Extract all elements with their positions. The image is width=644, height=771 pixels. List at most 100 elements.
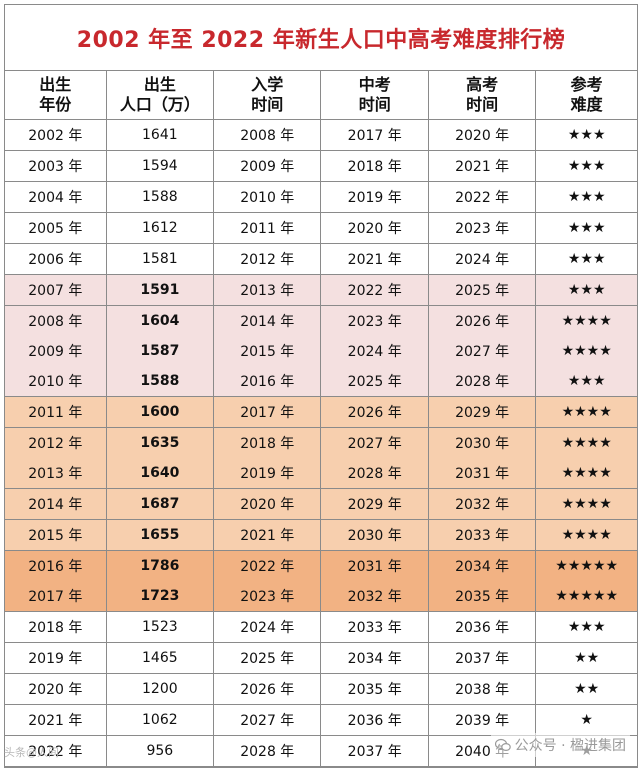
table-row: 2017 年 1723 2023 年 2032 年 2035 年 ★★★★★ [5,581,637,612]
difficulty-cell: ★★★★ [535,336,637,366]
zhongkao-year-cell: 2031 年 [320,550,429,581]
gaokao-year-cell: 2031 年 [428,458,537,489]
birth-year-cell: 2008 年 [5,305,107,336]
entry-year-cell: 2022 年 [213,550,322,581]
zhongkao-year-cell: 2035 年 [320,673,429,705]
entry-year-cell: 2024 年 [213,611,322,643]
difficulty-cell: ★★★★ [535,488,637,520]
zhongkao-year-cell: 2030 年 [320,519,429,551]
birth-year-cell: 2007 年 [5,274,107,306]
gaokao-year-cell: 2038 年 [428,673,537,705]
birth-year-cell: 2014 年 [5,488,107,520]
births-cell: 1604 [106,305,215,336]
zhongkao-year-cell: 2037 年 [320,735,429,767]
gaokao-year-cell: 2039 年 [428,704,537,736]
table-row: 2012 年 1635 2018 年 2027 年 2030 年 ★★★★ [5,427,637,458]
gaokao-year-cell: 2033 年 [428,519,537,551]
birth-year-cell: 2004 年 [5,181,107,213]
difficulty-cell: ★★★★ [535,427,637,458]
entry-year-cell: 2021 年 [213,519,322,551]
gaokao-year-cell: 2029 年 [428,396,537,428]
table-row: 2003 年 1594 2009 年 2018 年 2021 年 ★★★ [5,150,637,182]
table-row: 2002 年 1641 2008 年 2017 年 2020 年 ★★★ [5,119,637,151]
gaokao-year-cell: 2025 年 [428,274,537,306]
births-cell: 1587 [106,336,215,366]
gaokao-year-cell: 2032 年 [428,488,537,520]
difficulty-cell: ★★★★ [535,305,637,336]
zhongkao-year-cell: 2017 年 [320,119,429,151]
difficulty-cell: ★★★★★ [535,581,637,612]
gaokao-year-cell: 2023 年 [428,212,537,244]
birth-year-cell: 2016 年 [5,550,107,581]
birth-year-cell: 2002 年 [5,119,107,151]
gaokao-year-cell: 2022 年 [428,181,537,213]
births-cell: 1600 [106,396,215,428]
entry-year-cell: 2018 年 [213,427,322,458]
header-difficulty: 参考 难度 [535,71,637,120]
header-birth-year: 出生 年份 [5,71,107,120]
entry-year-cell: 2008 年 [213,119,322,151]
birth-year-cell: 2012 年 [5,427,107,458]
birth-year-cell: 2006 年 [5,243,107,275]
watermark-right: 公众号 · 楹进集团 [490,733,630,757]
difficulty-cell: ★★ [535,642,637,674]
ranking-table-frame: 2002 年至 2022 年新生人口中高考难度排行榜 出生 年份 出生 人口（万） … [4,4,638,768]
births-cell: 1641 [106,119,215,151]
table-row: 2008 年 1604 2014 年 2023 年 2026 年 ★★★★ [5,305,637,336]
watermark-right-text: 公众号 · 楹进集团 [514,738,626,754]
births-cell: 1655 [106,519,215,551]
births-cell: 1640 [106,458,215,489]
gaokao-year-cell: 2027 年 [428,336,537,366]
wechat-icon [494,738,511,752]
gaokao-year-cell: 2035 年 [428,581,537,612]
zhongkao-year-cell: 2019 年 [320,181,429,213]
birth-year-cell: 2009 年 [5,336,107,366]
table-row: 2019 年 1465 2025 年 2034 年 2037 年 ★★ [5,642,637,674]
zhongkao-year-cell: 2022 年 [320,274,429,306]
zhongkao-year-cell: 2025 年 [320,366,429,397]
zhongkao-year-cell: 2029 年 [320,488,429,520]
header-row: 出生 年份 出生 人口（万） 入学 时间 中考 时间 高考 时间 参考 难度 [5,71,637,120]
difficulty-cell: ★★★ [535,212,637,244]
birth-year-cell: 2017 年 [5,581,107,612]
header-zhongkao: 中考 时间 [320,71,429,120]
zhongkao-year-cell: 2032 年 [320,581,429,612]
entry-year-cell: 2011 年 [213,212,322,244]
entry-year-cell: 2019 年 [213,458,322,489]
table-row: 2018 年 1523 2024 年 2033 年 2036 年 ★★★ [5,611,637,643]
table-row: 2004 年 1588 2010 年 2019 年 2022 年 ★★★ [5,181,637,213]
table-row: 2011 年 1600 2017 年 2026 年 2029 年 ★★★★ [5,396,637,428]
header-gaokao: 高考 时间 [428,71,537,120]
zhongkao-year-cell: 2021 年 [320,243,429,275]
zhongkao-year-cell: 2033 年 [320,611,429,643]
births-cell: 1612 [106,212,215,244]
entry-year-cell: 2015 年 [213,336,322,366]
table-row: 2014 年 1687 2020 年 2029 年 2032 年 ★★★★ [5,488,637,520]
zhongkao-year-cell: 2026 年 [320,396,429,428]
births-cell: 1594 [106,150,215,182]
births-cell: 1687 [106,488,215,520]
difficulty-cell: ★★★★ [535,458,637,489]
zhongkao-year-cell: 2023 年 [320,305,429,336]
table-row: 2009 年 1587 2015 年 2024 年 2027 年 ★★★★ [5,336,637,366]
entry-year-cell: 2027 年 [213,704,322,736]
entry-year-cell: 2012 年 [213,243,322,275]
births-cell: 1465 [106,642,215,674]
birth-year-cell: 2013 年 [5,458,107,489]
zhongkao-year-cell: 2028 年 [320,458,429,489]
entry-year-cell: 2009 年 [213,150,322,182]
entry-year-cell: 2013 年 [213,274,322,306]
births-cell: 1635 [106,427,215,458]
birth-year-cell: 2020 年 [5,673,107,705]
table-row: 2007 年 1591 2013 年 2022 年 2025 年 ★★★ [5,274,637,306]
births-cell: 1786 [106,550,215,581]
births-cell: 1581 [106,243,215,275]
births-cell: 1588 [106,366,215,397]
difficulty-cell: ★★★ [535,366,637,397]
difficulty-cell: ★★★ [535,274,637,306]
birth-year-cell: 2005 年 [5,212,107,244]
zhongkao-year-cell: 2036 年 [320,704,429,736]
difficulty-cell: ★★★ [535,181,637,213]
births-cell: 1723 [106,581,215,612]
